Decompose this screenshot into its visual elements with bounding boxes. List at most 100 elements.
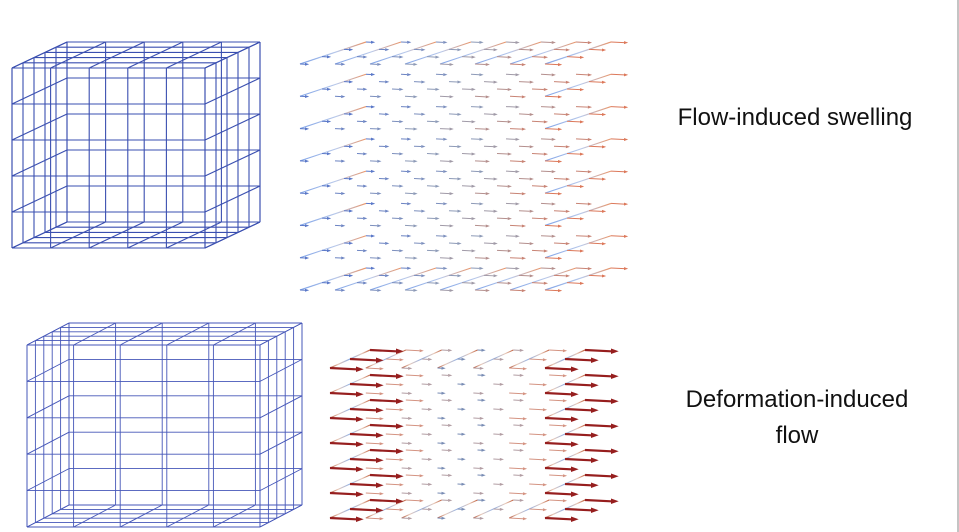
arrow-head [413, 160, 417, 163]
arrow-shaft [529, 409, 543, 410]
arrow-head [571, 517, 579, 523]
arrow-shaft [519, 82, 530, 83]
arrow-head [580, 120, 584, 123]
arrow-head [530, 178, 534, 181]
grid-line [205, 186, 260, 212]
arrow-shaft [370, 350, 396, 351]
grid-line [213, 323, 255, 345]
arrow-head [494, 81, 498, 84]
arrow-head [341, 160, 345, 163]
arrow-shaft [567, 121, 580, 122]
arrow-head [428, 358, 432, 361]
arrow-shaft [475, 64, 486, 65]
arrow-head [448, 349, 452, 352]
arrow-head [450, 289, 454, 292]
arrow-shaft [532, 218, 544, 219]
arrow-head [421, 145, 425, 148]
arrow-head [462, 433, 466, 436]
arrow-head [356, 367, 364, 373]
arrow-head [544, 185, 548, 188]
arrow-shaft [510, 193, 522, 194]
arrow-shaft [510, 96, 522, 97]
arrow-head [500, 358, 504, 361]
arrow-shaft [585, 375, 611, 376]
arrow-head [443, 267, 447, 270]
arrow-head [571, 417, 579, 423]
arrow-head [457, 242, 461, 245]
arrow-head [407, 138, 411, 141]
arrow-head [520, 424, 524, 427]
grid-line [27, 432, 69, 454]
arrow-head [591, 383, 599, 389]
arrow-shaft [510, 129, 522, 130]
arrow-head [544, 88, 548, 91]
arrow-head [479, 41, 483, 44]
arrow-head [480, 442, 484, 445]
grid-line [27, 505, 69, 527]
arrow-shaft [509, 393, 523, 394]
arrow-shaft [386, 459, 400, 460]
arrow-shaft [370, 375, 396, 376]
arrow-head [356, 517, 364, 523]
arrow-shaft [585, 400, 611, 401]
arrow-head [520, 349, 524, 352]
arrow-head [443, 138, 447, 141]
arrow-head [580, 88, 584, 91]
arrow-shaft [370, 425, 396, 426]
arrow-shaft [366, 468, 380, 469]
arrow-head [558, 225, 562, 228]
panel-label: Deformation-induced flow [672, 382, 922, 454]
arrow-head [413, 224, 417, 227]
arrow-shaft [549, 425, 563, 426]
arrow-head [435, 249, 439, 252]
arrow-head [327, 185, 331, 188]
arrow-head [377, 289, 381, 292]
arrow-shaft [611, 268, 624, 269]
arrow-shaft [406, 450, 420, 451]
arrow-head [482, 449, 486, 452]
arrow-head [305, 192, 309, 195]
arrow-shaft [541, 171, 552, 172]
arrow-head [602, 145, 606, 148]
arrow-shaft [576, 203, 588, 204]
arrow-head [500, 508, 504, 511]
arrow-head [349, 80, 353, 83]
arrow-head [435, 217, 439, 220]
arrow-head [480, 467, 484, 470]
arrow-shaft [567, 283, 580, 284]
arrow-head [558, 192, 562, 195]
arrow-head [479, 170, 483, 173]
arrow-shaft [510, 161, 522, 162]
arrow-head [341, 63, 345, 66]
arrow-shaft [366, 443, 380, 444]
arrow-shaft [545, 393, 571, 394]
arrow-head [396, 424, 404, 430]
arrow-head [558, 257, 562, 260]
arrow-shaft [585, 500, 611, 501]
arrow-shaft [519, 114, 530, 115]
arrow-head [602, 274, 606, 277]
arrow-head [396, 449, 404, 455]
arrow-head [591, 433, 599, 439]
arrow-head [544, 249, 548, 252]
grid-line [120, 323, 162, 345]
arrow-head [611, 499, 619, 505]
arrow-head [385, 242, 389, 245]
arrow-head [602, 178, 606, 181]
arrow-shaft [611, 171, 624, 172]
arrow-shaft [350, 359, 376, 360]
arrow-head [580, 282, 584, 285]
arrow-shaft [532, 250, 544, 251]
arrow-head [479, 235, 483, 238]
arrow-shaft [565, 359, 591, 360]
grid-line [12, 78, 67, 104]
arrow-head [443, 41, 447, 44]
arrow-head [591, 458, 599, 464]
arrow-head [566, 145, 570, 148]
arrow-shaft [510, 258, 522, 259]
arrow-head [500, 458, 504, 461]
arrow-head [356, 392, 364, 398]
arrow-shaft [545, 96, 558, 97]
arrow-head [376, 458, 384, 464]
arrow-shaft [545, 225, 558, 226]
